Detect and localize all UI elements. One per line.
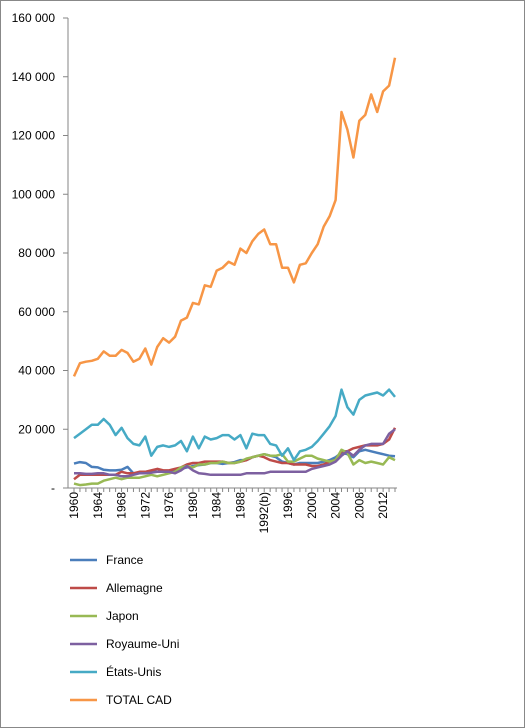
legend-label: États-Unis bbox=[106, 664, 161, 679]
legend-label: France bbox=[106, 553, 144, 567]
x-tick-label: 1996 bbox=[281, 492, 295, 519]
x-tick-label: 1976 bbox=[162, 492, 176, 519]
y-tick-label: 120 000 bbox=[12, 129, 56, 143]
y-tick-label: 20 000 bbox=[18, 422, 55, 436]
series-line bbox=[74, 428, 396, 478]
legend-label: TOTAL CAD bbox=[106, 693, 172, 707]
legend-label: Allemagne bbox=[106, 581, 163, 595]
series-line bbox=[73, 388, 396, 462]
x-tick-label: 1960 bbox=[67, 492, 81, 519]
series-line bbox=[72, 57, 397, 377]
legend-label: Japon bbox=[106, 609, 139, 623]
y-tick-label: 80 000 bbox=[18, 246, 55, 260]
y-tick-label: 40 000 bbox=[18, 364, 55, 378]
x-tick-label: 2012 bbox=[376, 492, 390, 519]
x-tick-label: 1964 bbox=[91, 492, 105, 519]
x-tick-label: 1968 bbox=[115, 492, 129, 519]
x-tick-label: 1988 bbox=[233, 492, 247, 519]
x-tick-label: 1972 bbox=[138, 492, 152, 519]
series-line bbox=[73, 448, 396, 487]
x-tick-label: 2008 bbox=[352, 492, 366, 519]
x-tick-label: 2004 bbox=[329, 492, 343, 519]
x-tick-label: 2000 bbox=[305, 492, 319, 519]
y-tick-label: 160 000 bbox=[12, 11, 56, 25]
x-tick-label: 1984 bbox=[210, 492, 224, 519]
y-tick-label: - bbox=[51, 481, 55, 495]
x-tick-label: 1980 bbox=[186, 492, 200, 519]
y-tick-label: 100 000 bbox=[12, 187, 56, 201]
x-tick-label: 1992(b) bbox=[257, 492, 271, 533]
legend-label: Royaume-Uni bbox=[106, 637, 179, 651]
y-tick-label: 140 000 bbox=[12, 70, 56, 84]
y-tick-label: 60 000 bbox=[18, 305, 55, 319]
